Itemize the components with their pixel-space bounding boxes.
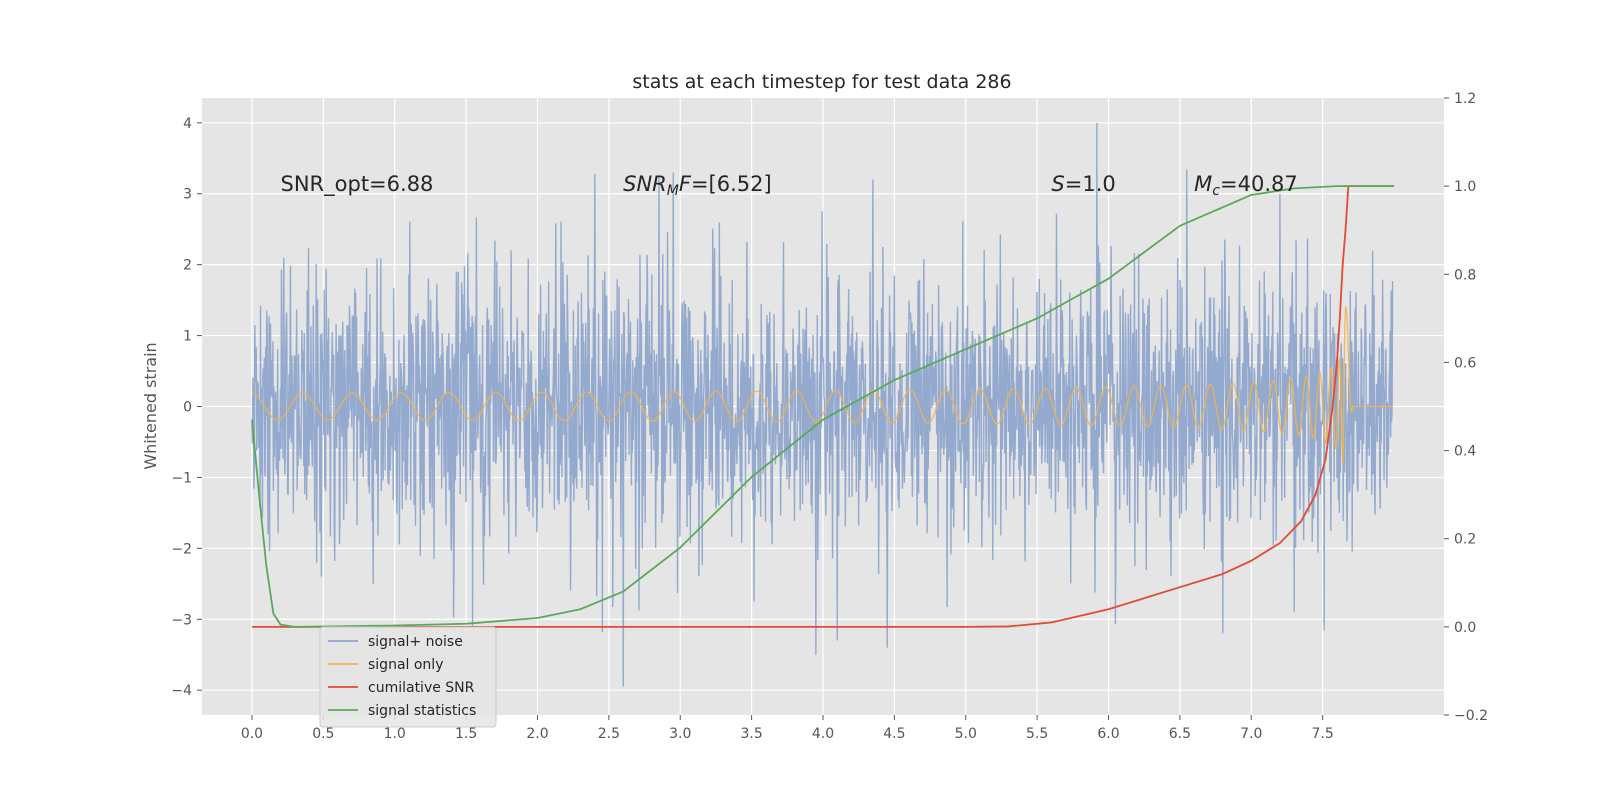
- signal-noise-line: [251, 122, 1394, 687]
- y-tick-label: 1: [183, 329, 192, 345]
- annotation-part: M: [667, 183, 679, 199]
- x-tick-label: 0.5: [312, 726, 334, 742]
- x-axis-ticks: 0.0 0.5 1.0 1.5 2.0 2.5 3.0 3.5 4.0 4.5 5.0 5.5 6.0 6…: [241, 715, 1334, 742]
- legend-box: [319, 626, 497, 728]
- y-tick-label: 3: [183, 187, 192, 203]
- y2-tick-label: 1.0: [1454, 179, 1476, 195]
- annotation-part: M: [1194, 172, 1212, 196]
- legend-label: signal statistics: [368, 703, 476, 719]
- annotation-part: S: [1051, 172, 1064, 196]
- y2-axis-ticks: 1.2 1.0 0.8 0.6 0.4 0.2 0.0 −0.2: [1444, 91, 1488, 724]
- annotation-part: =[6.52]: [691, 172, 772, 196]
- legend: signal+ noise signal only cumilative SNR si…: [319, 626, 497, 728]
- y2-tick-label: 0.8: [1454, 267, 1476, 283]
- series-signal-only: [251, 306, 1393, 466]
- signal-statistics-line: [251, 185, 1395, 628]
- annotation-part: SNR: [623, 172, 667, 196]
- annotation-chirp-mass: Mc=40.87: [1194, 172, 1298, 199]
- x-tick-label: 1.0: [384, 726, 406, 742]
- x-tick-label: 3.0: [669, 726, 691, 742]
- x-tick-label: 7.0: [1240, 726, 1262, 742]
- x-tick-label: 0.0: [241, 726, 263, 742]
- annotation-part: c: [1212, 183, 1220, 199]
- annotation-snr-opt: SNR_opt=6.88: [281, 172, 434, 197]
- y-tick-label: −1: [171, 470, 192, 486]
- x-tick-label: 7.5: [1312, 726, 1334, 742]
- y-tick-label: −4: [171, 683, 192, 699]
- x-tick-label: 3.5: [740, 726, 762, 742]
- series-signal-noise: [251, 122, 1394, 687]
- y-tick-label: −3: [171, 612, 192, 628]
- y-axis-ticks: 4 3 2 1 0 −1 −2 −3 −4: [171, 116, 202, 699]
- series-layer: [251, 122, 1395, 687]
- chart-title: stats at each timestep for test data 286: [632, 71, 1011, 93]
- x-tick-label: 5.0: [955, 726, 977, 742]
- x-tick-label: 2.5: [598, 726, 620, 742]
- y-tick-label: −2: [171, 541, 192, 557]
- legend-label: cumilative SNR: [368, 680, 475, 696]
- annotation-part: =1.0: [1065, 172, 1116, 196]
- x-tick-label: 2.0: [526, 726, 548, 742]
- x-tick-label: 6.0: [1097, 726, 1119, 742]
- y-tick-label: 0: [183, 400, 192, 416]
- annotation-part: SNR_opt=6.88: [281, 172, 434, 197]
- series-signal-statistics: [251, 185, 1395, 628]
- y2-tick-label: 0.6: [1454, 355, 1476, 371]
- annotation-s-value: S=1.0: [1051, 172, 1115, 196]
- y2-tick-label: 0.0: [1454, 620, 1476, 636]
- x-tick-label: 1.5: [455, 726, 477, 742]
- annotation-part: F: [679, 172, 692, 196]
- x-tick-label: 5.5: [1026, 726, 1048, 742]
- series-cumilative-snr: [251, 185, 1395, 628]
- annotations: SNR_opt=6.88 SNRMF=[6.52] S=1.0 Mc=40.87: [281, 172, 1298, 199]
- annotation-snr-mf: SNRMF=[6.52]: [623, 172, 772, 199]
- x-tick-label: 4.0: [812, 726, 834, 742]
- cumilative-snr-line: [251, 185, 1395, 628]
- signal-only-line: [251, 306, 1393, 466]
- y2-tick-label: 0.2: [1454, 532, 1476, 548]
- x-tick-label: 6.5: [1169, 726, 1191, 742]
- legend-label: signal only: [368, 657, 443, 673]
- y2-tick-label: 1.2: [1454, 91, 1476, 107]
- y2-tick-label: 0.4: [1454, 444, 1476, 460]
- y-axis-label: Whitened strain: [141, 342, 160, 469]
- y2-tick-label: −0.2: [1454, 708, 1488, 724]
- y-tick-label: 4: [183, 116, 192, 132]
- legend-label: signal+ noise: [368, 634, 463, 650]
- x-tick-label: 4.5: [883, 726, 905, 742]
- annotation-part: =40.87: [1220, 172, 1298, 196]
- y-tick-label: 2: [183, 258, 192, 274]
